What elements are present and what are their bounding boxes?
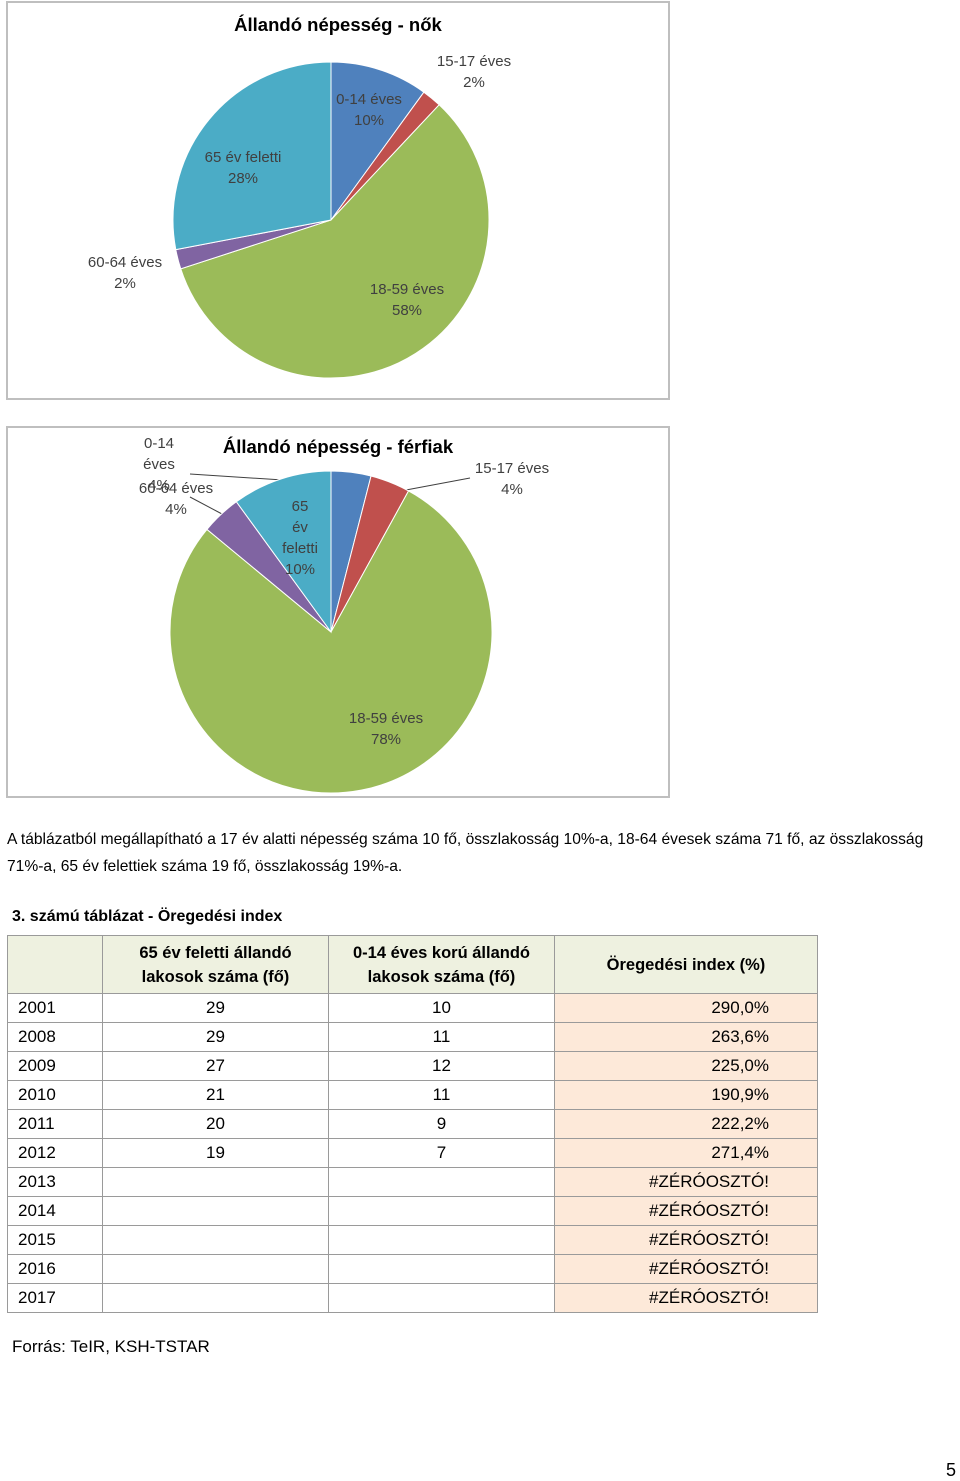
- table-cell: [102, 1283, 329, 1313]
- slice-label: 0-14 éves: [143, 435, 175, 473]
- slice-value-label: 78%: [371, 731, 401, 748]
- pie-slice: [172, 61, 332, 251]
- table-cell: 2015: [7, 1225, 103, 1255]
- table-cell: #ZÉRÓOSZTÓ!: [554, 1167, 818, 1197]
- chart-title: Állandó népesség - férfiak: [223, 436, 454, 457]
- table-cell: 225,0%: [554, 1051, 818, 1081]
- slice-value-label: 2%: [463, 74, 485, 91]
- table-row: 2014 #ZÉRÓOSZTÓ!: [7, 1196, 818, 1226]
- table-row: 2008 29 11 263,6%: [7, 1022, 818, 1052]
- slice-label: 60-64 éves: [139, 480, 213, 497]
- pie-slice: [235, 470, 332, 634]
- table-cell: 11: [328, 1022, 555, 1052]
- table-cell: 9: [328, 1109, 555, 1139]
- slice-label: 65 év feletti: [205, 149, 282, 166]
- slice-value-label: 10%: [285, 561, 315, 578]
- table-cell: 2016: [7, 1254, 103, 1284]
- table-cell: 11: [328, 1080, 555, 1110]
- table-cell: 2012: [7, 1138, 103, 1168]
- table-row: 2010 21 11 190,9%: [7, 1080, 818, 1110]
- pie-slice: [169, 490, 493, 794]
- slice-value-label: 4%: [165, 501, 187, 518]
- page-number: 5: [946, 1460, 957, 1480]
- slice-label: 0-14 éves: [336, 91, 402, 108]
- pie-slice: [330, 61, 425, 222]
- table-row: 65 év feletti állandó lakosok száma (fő)…: [7, 935, 818, 994]
- table-cell: #ZÉRÓOSZTÓ!: [554, 1225, 818, 1255]
- chart-title: Állandó népesség - nők: [234, 14, 442, 35]
- slice-value-label: 28%: [228, 170, 258, 187]
- table-cell: [328, 1167, 555, 1197]
- table-cell: [328, 1225, 555, 1255]
- table-row: 2011 20 9 222,2%: [7, 1109, 818, 1139]
- slice-label: 18-59 éves: [349, 710, 423, 727]
- table-cell: [328, 1254, 555, 1284]
- table-cell: [328, 1283, 555, 1313]
- table-cell: 0-14 éves korú állandó lakosok száma (fő…: [328, 935, 555, 994]
- table-cell: [102, 1254, 329, 1284]
- table-cell: 2014: [7, 1196, 103, 1226]
- slice-label: 60-64 éves: [88, 254, 162, 271]
- table-cell: 7: [328, 1138, 555, 1168]
- slice-value-label: 2%: [114, 275, 136, 292]
- table-row: 2017 #ZÉRÓOSZTÓ!: [7, 1283, 818, 1313]
- table-caption: 3. számú táblázat - Öregedési index: [12, 908, 283, 925]
- table-cell: #ZÉRÓOSZTÓ!: [554, 1254, 818, 1284]
- table-cell: 190,9%: [554, 1080, 818, 1110]
- table-row: 2013 #ZÉRÓOSZTÓ!: [7, 1167, 818, 1197]
- table-cell: 21: [102, 1080, 329, 1110]
- table-cell: 27: [102, 1051, 329, 1081]
- slice-label: 65 év feletti: [282, 498, 318, 557]
- table-cell: 263,6%: [554, 1022, 818, 1052]
- table-cell: 222,2%: [554, 1109, 818, 1139]
- table-cell: 2013: [7, 1167, 103, 1197]
- table-cell: #ZÉRÓOSZTÓ!: [554, 1283, 818, 1313]
- table-row: 2015 #ZÉRÓOSZTÓ!: [7, 1225, 818, 1255]
- table-cell: 2017: [7, 1283, 103, 1313]
- table-cell: 29: [102, 1022, 329, 1052]
- source: Forrás: TeIR, KSH-TSTAR: [12, 1337, 210, 1356]
- table-row: 2016 #ZÉRÓOSZTÓ!: [7, 1254, 818, 1284]
- table-cell: 12: [328, 1051, 555, 1081]
- table-cell: 2011: [7, 1109, 103, 1139]
- table-cell: 29: [102, 993, 329, 1023]
- table-cell: 65 év feletti állandó lakosok száma (fő): [102, 935, 329, 994]
- table-cell: Öregedési index (%): [554, 935, 818, 994]
- table-cell: 2001: [7, 993, 103, 1023]
- table: 65 év feletti állandó lakosok száma (fő)…: [7, 935, 818, 1313]
- table-cell: 2010: [7, 1080, 103, 1110]
- slice-value-label: 4%: [148, 477, 170, 494]
- table-cell: 19: [102, 1138, 329, 1168]
- table-cell: #ZÉRÓOSZTÓ!: [554, 1196, 818, 1226]
- table-row: 2012 19 7 271,4%: [7, 1138, 818, 1168]
- table-cell: [328, 1196, 555, 1226]
- slice-value-label: 58%: [392, 302, 422, 319]
- slice-label: 15-17 éves: [475, 460, 549, 477]
- leader-line: [189, 496, 223, 515]
- table-cell: 290,0%: [554, 993, 818, 1023]
- paragraph: A táblázatból megállapítható a 17 év ala…: [7, 831, 924, 875]
- table-cell: [102, 1196, 329, 1226]
- table-cell: 2009: [7, 1051, 103, 1081]
- pie-slice: [180, 104, 490, 379]
- table-cell: [102, 1167, 329, 1197]
- slice-value-label: 10%: [354, 112, 384, 129]
- table-cell: 2008: [7, 1022, 103, 1052]
- slice-value-label: 4%: [501, 481, 523, 498]
- table-cell: [102, 1225, 329, 1255]
- table-row: 2009 27 12 225,0%: [7, 1051, 818, 1081]
- slice-label: 18-59 éves: [370, 281, 444, 298]
- table-cell: 10: [328, 993, 555, 1023]
- charts: Állandó népesség - nők 0-14 éves 10% 15-17 …: [6, 1, 670, 798]
- slice-label: 15-17 éves: [437, 53, 511, 70]
- table-cell: 20: [102, 1109, 329, 1139]
- table-cell: 271,4%: [554, 1138, 818, 1168]
- table-row: 2001 29 10 290,0%: [7, 993, 818, 1023]
- table-cell: [7, 935, 103, 994]
